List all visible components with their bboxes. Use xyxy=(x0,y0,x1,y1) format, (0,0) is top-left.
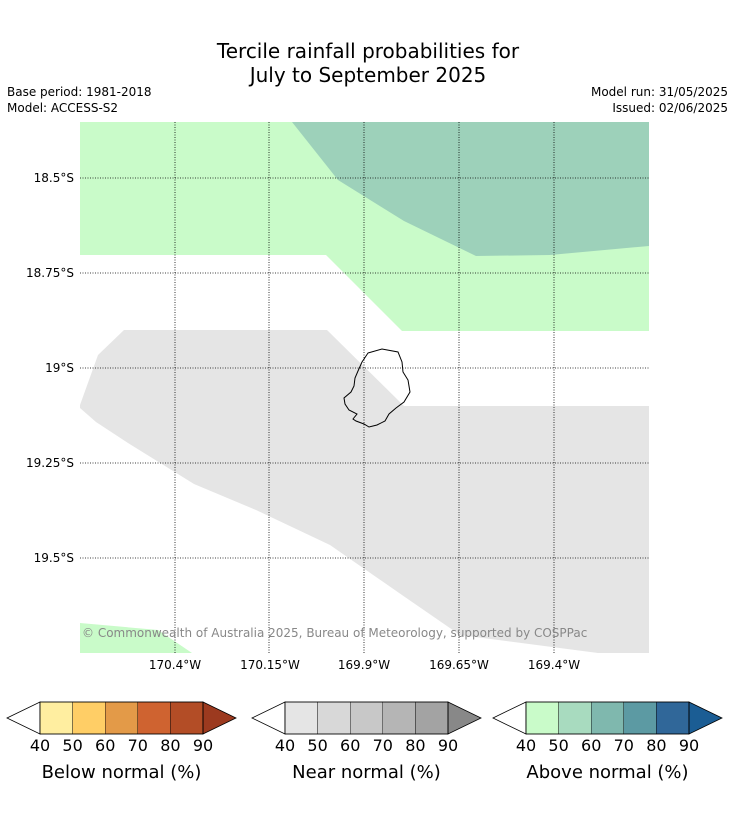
colorbar-extend-low xyxy=(492,701,527,735)
colorbar-tick-label: 70 xyxy=(128,736,148,755)
issued-label: Issued: 02/06/2025 xyxy=(612,101,728,115)
colorbar-tick-label: 60 xyxy=(340,736,360,755)
lon-label: 169.9°W xyxy=(338,658,390,672)
base-period-label: Base period: 1981-2018 xyxy=(7,85,152,99)
colorbar-segment xyxy=(558,701,592,735)
colorbar-tick-label: 80 xyxy=(405,736,425,755)
colorbar-tick-label: 90 xyxy=(679,736,699,755)
latitude-labels: 18.5°S 18.75°S 19°S 19.25°S 19.5°S xyxy=(26,171,74,565)
lat-label: 19.25°S xyxy=(26,456,74,470)
colorbar-extend-low xyxy=(6,701,41,735)
above-normal-60-region xyxy=(292,122,649,256)
lat-label: 19°S xyxy=(45,361,74,375)
colorbar-tick-label: 50 xyxy=(548,736,568,755)
map-panel: © Commonwealth of Australia 2025, Bureau… xyxy=(80,122,649,653)
copyright-notice: © Commonwealth of Australia 2025, Bureau… xyxy=(82,626,587,640)
lat-label: 18.5°S xyxy=(34,171,74,185)
lon-label: 169.65°W xyxy=(429,658,489,672)
colorbar-segment xyxy=(415,701,449,735)
lon-label: 169.4°W xyxy=(528,658,580,672)
colorbar-segment xyxy=(350,701,384,735)
lat-label: 18.75°S xyxy=(26,266,74,280)
colorbar-segment xyxy=(656,701,690,735)
colorbar-segment xyxy=(284,701,318,735)
lon-label: 170.15°W xyxy=(240,658,300,672)
colorbar-tick-label: 50 xyxy=(307,736,327,755)
colorbar-tick-label: 60 xyxy=(581,736,601,755)
colorbar-title: Below normal (%) xyxy=(42,762,202,783)
colorbar-tick-label: 90 xyxy=(193,736,213,755)
colorbar-tick-label: 40 xyxy=(275,736,295,755)
colorbar-segment xyxy=(170,701,204,735)
colorbar-segment xyxy=(72,701,106,735)
island-coastline xyxy=(343,348,411,428)
longitude-labels: 170.4°W 170.15°W 169.9°W 169.65°W 169.4°… xyxy=(149,658,580,672)
colorbar-outline xyxy=(284,701,449,735)
colorbar-segment xyxy=(623,701,657,735)
colorbar-extend-high xyxy=(688,701,723,735)
colorbar-tick-label: 80 xyxy=(646,736,666,755)
colorbar-segment xyxy=(382,701,416,735)
below-normal-colorbar: 40 50 60 70 80 90 Below normal (%) xyxy=(6,701,237,783)
colorbar-segment xyxy=(317,701,351,735)
colorbar-tick-label: 90 xyxy=(438,736,458,755)
colorbar-extend-high xyxy=(202,701,237,735)
colorbar-tick-label: 40 xyxy=(516,736,536,755)
colorbar-tick-label: 50 xyxy=(62,736,82,755)
model-run-label: Model run: 31/05/2025 xyxy=(590,85,728,99)
colorbar-tick-label: 40 xyxy=(30,736,50,755)
colorbar-tick-label: 70 xyxy=(614,736,634,755)
near-normal-colorbar: 40 50 60 70 80 90 Near normal (%) xyxy=(251,701,482,783)
model-label: Model: ACCESS-S2 xyxy=(7,101,119,115)
above-normal-50-patch xyxy=(80,623,192,653)
lon-label: 170.4°W xyxy=(149,658,201,672)
colorbar-title: Above normal (%) xyxy=(526,762,688,783)
colorbar-outline xyxy=(39,701,204,735)
colorbar-tick-label: 70 xyxy=(373,736,393,755)
colorbar-outline xyxy=(525,701,690,735)
colorbar-extend-low xyxy=(251,701,286,735)
above-normal-colorbar: 40 50 60 70 80 90 Above normal (%) xyxy=(492,701,723,783)
colorbar-extend-high xyxy=(447,701,482,735)
colorbar-segment xyxy=(39,701,73,735)
colorbar-title: Near normal (%) xyxy=(292,762,441,783)
map-title-line2: July to September 2025 xyxy=(249,63,487,87)
near-normal-50-region xyxy=(80,330,649,653)
colorbar-tick-label: 60 xyxy=(95,736,115,755)
colorbar-legends: 40 50 60 70 80 90 Below normal (%) 40 50 60 70 80 90… xyxy=(6,701,723,783)
map-title-line1: Tercile rainfall probabilities for xyxy=(216,39,520,63)
colorbar-segment xyxy=(591,701,625,735)
colorbar-segment xyxy=(525,701,559,735)
colorbar-segment xyxy=(137,701,171,735)
graticule xyxy=(80,122,649,653)
colorbar-segment xyxy=(104,701,138,735)
lat-label: 19.5°S xyxy=(34,551,74,565)
colorbar-tick-label: 80 xyxy=(160,736,180,755)
